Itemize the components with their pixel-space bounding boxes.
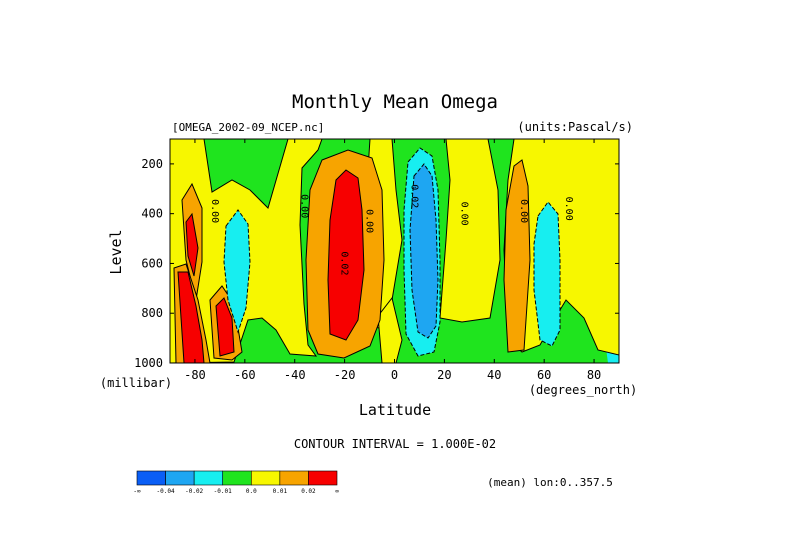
contour-label: 0.02	[339, 251, 350, 275]
contour-field: 0.00 0.00 0.00 0.02 0.02 0.00 0.00 0.00	[170, 139, 619, 363]
x-tick-label: -20	[334, 368, 356, 382]
units-label: (units:Pascal/s)	[517, 120, 633, 134]
contour-label: 0.02	[408, 184, 419, 208]
y-tick-label: 400	[141, 207, 163, 221]
y-axis-units: (millibar)	[100, 376, 172, 390]
colorbar-label: 0.0	[246, 488, 257, 495]
x-tick-label: -60	[234, 368, 256, 382]
contour-label: 0.00	[563, 197, 574, 221]
y-axis-title: Level	[107, 229, 125, 274]
contour-interval: CONTOUR INTERVAL = 1.000E-02	[294, 437, 496, 451]
colorbar-swatch	[222, 470, 252, 486]
contour-line	[533, 201, 561, 347]
contour-label: 0.00	[209, 199, 220, 223]
x-tick-label: -40	[284, 368, 306, 382]
chart-title: Monthly Mean Omega	[292, 91, 498, 113]
colorbar-swatch	[250, 470, 281, 486]
colorbar-label: -0.04	[157, 488, 175, 495]
y-axis: 200 400 600 800 1000	[134, 157, 619, 370]
colorbar-swatch	[193, 470, 224, 486]
x-axis-title: Latitude	[359, 401, 431, 419]
y-tick-label: 600	[141, 256, 163, 270]
colorbar-label: ∞	[335, 488, 339, 495]
x-tick-label: 40	[487, 368, 501, 382]
colorbar-label: -0.02	[185, 488, 203, 495]
contour-labels: 0.00 0.00 0.00 0.02 0.02 0.00 0.00 0.00	[209, 184, 574, 275]
contour-label: 0.00	[299, 194, 310, 218]
colorbar-swatch	[308, 470, 338, 486]
colorbar-label: -0.01	[214, 488, 232, 495]
colorbar-label: 0.01	[273, 488, 288, 495]
averaging-note: (mean) lon:0..357.5	[487, 476, 613, 489]
colorbar-swatch	[279, 470, 309, 486]
colorbar: -∞ -0.04 -0.02 -0.01 0.0 0.01 0.02 ∞	[133, 470, 339, 495]
colorbar-label: 0.02	[301, 488, 316, 495]
y-tick-label: 200	[141, 157, 163, 171]
y-tick-label: 800	[141, 306, 163, 320]
colorbar-label: -∞	[133, 488, 141, 495]
contour-label: 0.00	[364, 209, 375, 233]
y-tick-label: 1000	[134, 356, 163, 370]
x-tick-label: -80	[184, 368, 206, 382]
colorbar-swatch	[136, 470, 166, 486]
x-axis: -80 -60 -40 -20 0 20 40 60 80	[184, 139, 601, 382]
x-tick-label: 0	[391, 368, 398, 382]
x-tick-label: 60	[537, 368, 551, 382]
contour-line	[439, 139, 501, 323]
contour-label: 0.00	[458, 202, 469, 226]
contour-label: 0.00	[518, 199, 529, 223]
x-axis-units: (degrees_north)	[529, 383, 637, 397]
colorbar-swatch	[165, 470, 195, 486]
x-tick-label: 20	[437, 368, 451, 382]
dataset-filename: [OMEGA_2002-09_NCEP.nc]	[172, 121, 324, 134]
x-tick-label: 80	[587, 368, 601, 382]
